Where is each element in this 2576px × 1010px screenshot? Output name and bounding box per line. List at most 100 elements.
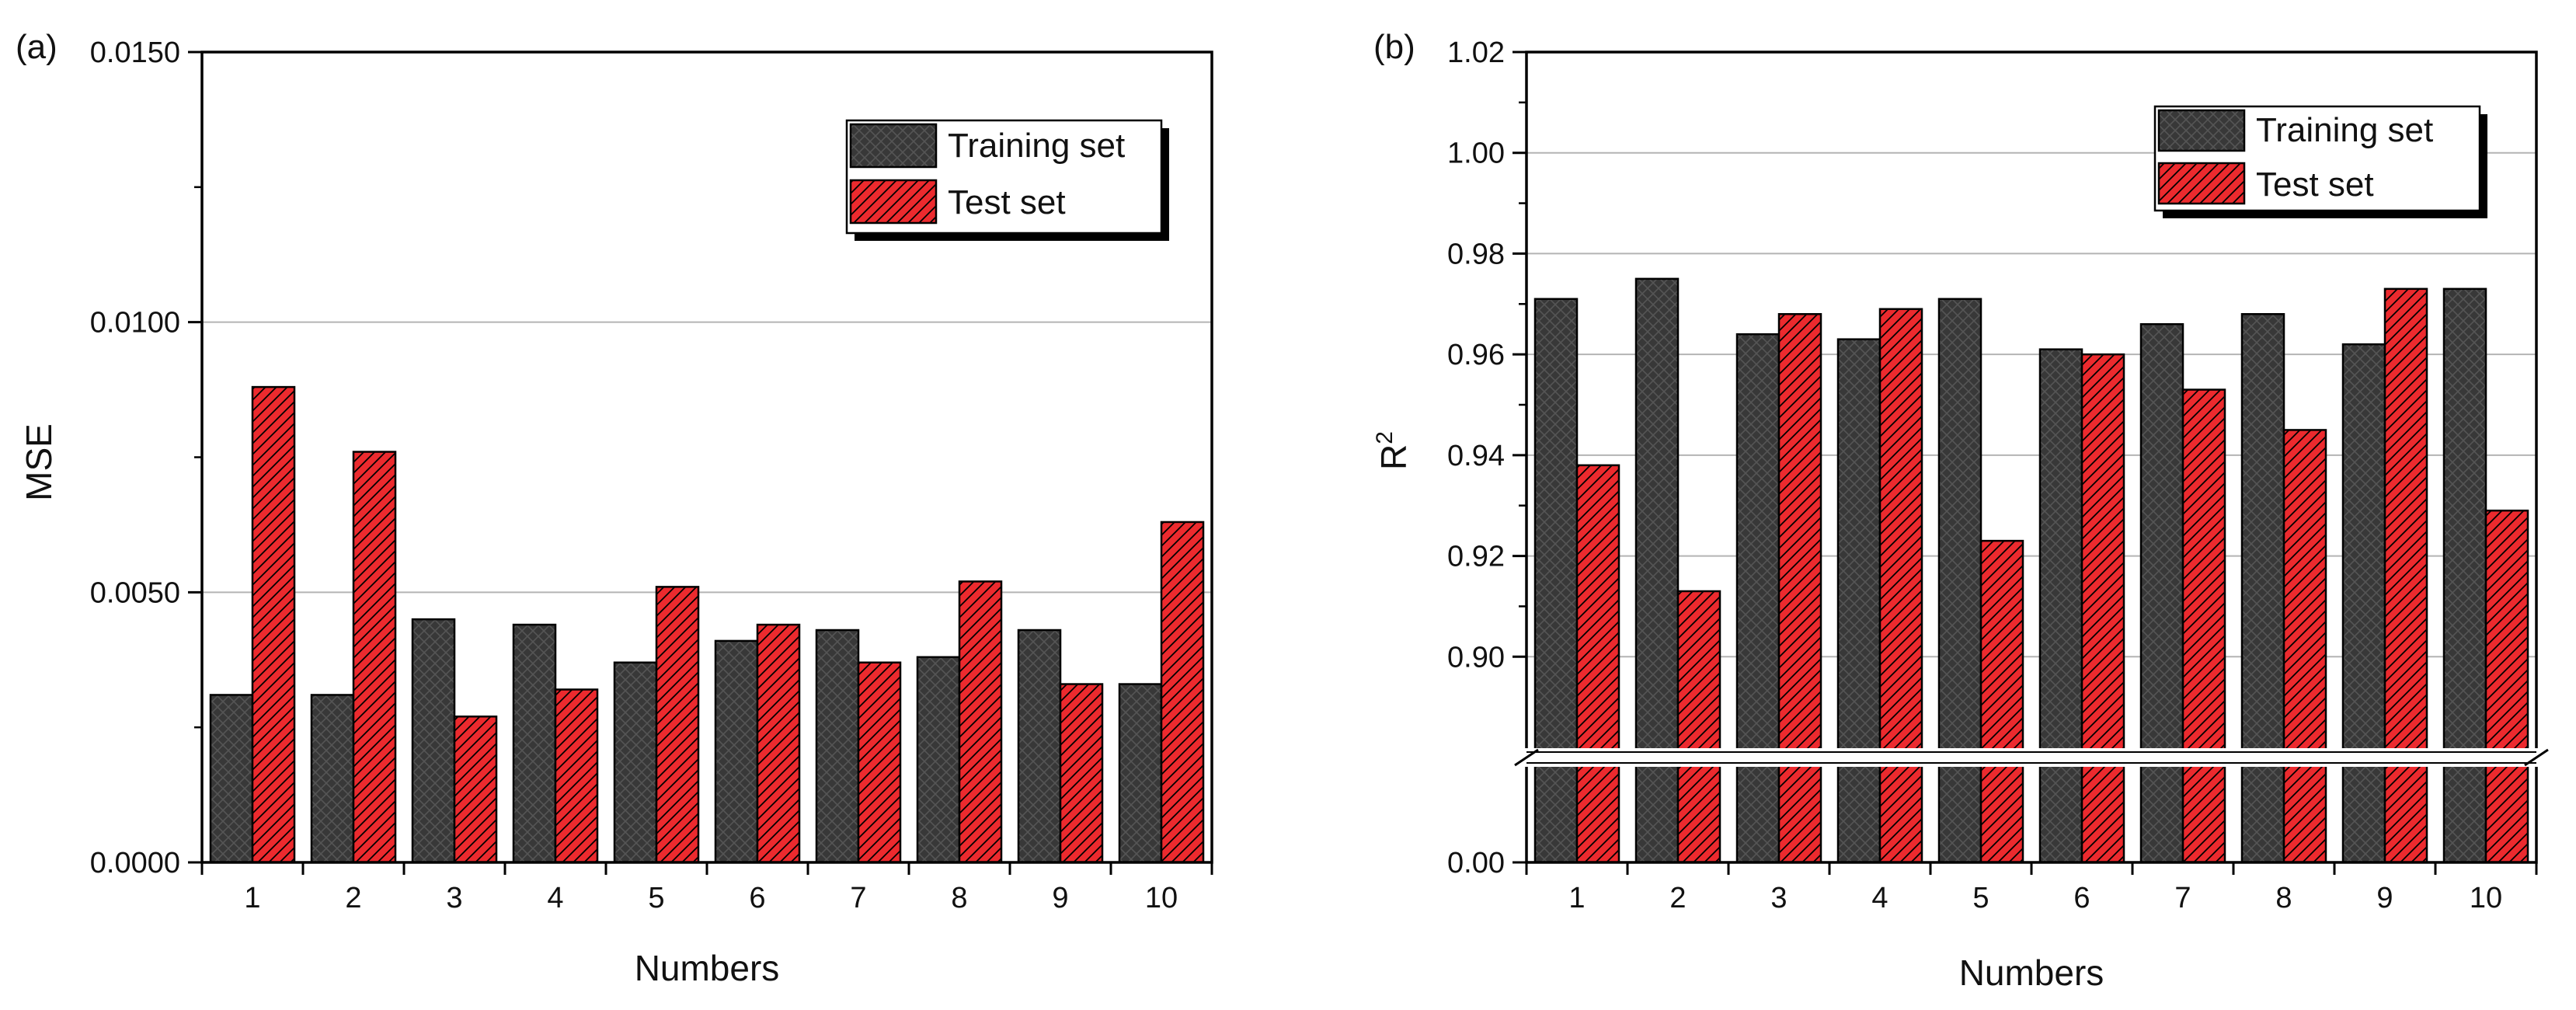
panel-a-y-label: MSE bbox=[19, 423, 59, 501]
panel-a-legend-swatch-test bbox=[849, 179, 938, 225]
panel-a-bars bbox=[209, 385, 1205, 864]
panel-b-y-tick-label: 0.98 bbox=[1447, 238, 1505, 270]
panel-a-x-tick-label: 2 bbox=[345, 882, 361, 914]
panel-b-axis-break-mark-right bbox=[2524, 748, 2549, 767]
panel-b-r2-chart: (b) 0.00 0.90 0.92 0.94 0.96 0.98 1.00 1.02 1 2 3… bbox=[1372, 28, 2550, 993]
panel-b-bar-training-4 bbox=[1836, 338, 1882, 864]
panel-a-x-tick-label: 1 bbox=[244, 882, 260, 914]
panel-b-y-tick-label: 1.00 bbox=[1447, 138, 1505, 170]
panel-a-bar-training-8 bbox=[916, 656, 961, 864]
panel-b-bar-training-3 bbox=[1735, 333, 1781, 864]
panel-b-bar-test-7 bbox=[2181, 388, 2226, 864]
panel-a-legend-swatch-training bbox=[849, 123, 938, 169]
panel-a-y-axis: 0.0000 0.0050 0.0100 0.0150 bbox=[90, 37, 202, 879]
panel-b-bar-test-10 bbox=[2484, 509, 2529, 864]
panel-a-bar-training-3 bbox=[411, 618, 456, 864]
panel-b-x-tick-label: 6 bbox=[2073, 882, 2090, 914]
panel-b-x-label: Numbers bbox=[1959, 953, 2104, 993]
panel-b-y-tick-label: 0.90 bbox=[1447, 641, 1505, 674]
panel-b-x-axis: 1 2 3 4 5 6 7 8 9 10 bbox=[1525, 862, 2538, 914]
panel-a-x-tick-label: 10 bbox=[1145, 882, 1178, 914]
panel-b-bar-test-6 bbox=[2080, 353, 2125, 864]
panel-b-y-axis: 0.00 0.90 0.92 0.94 0.96 0.98 1.00 1.02 bbox=[1447, 37, 1526, 879]
panel-a-bar-training-10 bbox=[1118, 683, 1163, 864]
panel-b-axis-break-mark-left bbox=[1514, 748, 1539, 767]
panel-a-bar-training-2 bbox=[310, 694, 355, 864]
panel-a-bar-test-10 bbox=[1160, 521, 1205, 864]
panel-a-x-tick-label: 7 bbox=[850, 882, 866, 914]
panel-b-y-tick-label: 0.94 bbox=[1447, 440, 1505, 472]
panel-b-bar-test-2 bbox=[1676, 590, 1721, 864]
panel-b-x-tick-label: 10 bbox=[2470, 882, 2502, 914]
panel-b-legend-swatch-test bbox=[2157, 162, 2246, 205]
panel-b-label: (b) bbox=[1373, 28, 1415, 66]
panel-a-legend: Training set Test set bbox=[845, 119, 1169, 241]
panel-b-y-tick-label: 0.96 bbox=[1447, 339, 1505, 371]
panel-a-bar-training-4 bbox=[512, 623, 557, 864]
panel-a-bar-test-7 bbox=[857, 661, 902, 864]
panel-a-x-label: Numbers bbox=[635, 948, 780, 988]
panel-a-bar-test-8 bbox=[958, 580, 1003, 864]
panel-b-bar-test-1 bbox=[1575, 464, 1620, 864]
panel-a-bar-test-1 bbox=[251, 385, 296, 864]
panel-a-x-tick-label: 5 bbox=[648, 882, 664, 914]
panel-b-x-tick-label: 5 bbox=[1972, 882, 1989, 914]
panel-a-bar-training-1 bbox=[209, 694, 254, 864]
panel-b-y-label-superscript: 2 bbox=[1372, 431, 1398, 444]
panel-a-x-tick-label: 3 bbox=[446, 882, 462, 914]
panel-a-x-tick-label: 4 bbox=[547, 882, 563, 914]
panel-b-bar-test-9 bbox=[2383, 287, 2428, 864]
panel-b-bar-test-8 bbox=[2282, 429, 2327, 864]
panel-b-x-tick-label: 1 bbox=[1568, 882, 1585, 914]
panel-a-label: (a) bbox=[16, 28, 57, 66]
panel-a-y-tick-label: 0.0150 bbox=[90, 37, 180, 69]
panel-b-x-tick-label: 8 bbox=[2275, 882, 2292, 914]
panel-a-x-tick-label: 6 bbox=[749, 882, 765, 914]
panel-b-axis-break-band bbox=[1513, 748, 2550, 767]
panel-a-legend-label-training: Training set bbox=[948, 127, 1125, 165]
panel-b-x-tick-label: 9 bbox=[2376, 882, 2393, 914]
panel-b-y-tick-label: 1.02 bbox=[1447, 37, 1505, 69]
panel-a-y-tick-label: 0.0000 bbox=[90, 847, 180, 879]
panel-b-legend: Training set Test set bbox=[2153, 105, 2487, 218]
panel-a-bar-training-6 bbox=[714, 639, 759, 864]
panel-a-bar-test-4 bbox=[554, 688, 599, 864]
panel-a-bar-test-3 bbox=[453, 716, 498, 864]
panel-a-bar-test-2 bbox=[352, 451, 397, 864]
panel-b-bar-training-6 bbox=[2038, 348, 2083, 864]
panel-b-bar-test-5 bbox=[1979, 539, 2024, 864]
panel-b-x-tick-label: 7 bbox=[2174, 882, 2191, 914]
panel-a-y-tick-label: 0.0050 bbox=[90, 576, 180, 609]
panel-a-bar-test-6 bbox=[756, 623, 801, 864]
panel-b-bars bbox=[1533, 277, 2529, 864]
panel-b-x-tick-label: 3 bbox=[1770, 882, 1787, 914]
panel-a-bar-training-9 bbox=[1017, 629, 1062, 864]
panel-b-y-tick-label: 0.00 bbox=[1447, 847, 1505, 879]
panel-a-x-tick-label: 8 bbox=[951, 882, 967, 914]
panel-b-bar-training-8 bbox=[2240, 313, 2285, 864]
panel-b-bar-training-10 bbox=[2442, 287, 2487, 864]
panel-a-legend-label-test: Test set bbox=[948, 183, 1066, 221]
panel-a-bar-training-7 bbox=[815, 629, 860, 864]
panel-b-bar-training-2 bbox=[1634, 277, 1680, 864]
panel-a-bar-test-5 bbox=[655, 586, 700, 864]
panel-b-x-tick-label: 2 bbox=[1669, 882, 1686, 914]
panel-b-bar-test-4 bbox=[1878, 308, 1923, 864]
panel-b-bar-training-9 bbox=[2341, 343, 2386, 864]
panel-b-legend-label-test: Test set bbox=[2256, 165, 2374, 204]
panel-a-x-tick-label: 9 bbox=[1052, 882, 1068, 914]
panel-b-bar-training-5 bbox=[1937, 298, 1982, 864]
panel-b-legend-label-training: Training set bbox=[2256, 111, 2433, 149]
panel-b-legend-swatch-training bbox=[2157, 109, 2246, 152]
panel-b-y-tick-label: 0.92 bbox=[1447, 541, 1505, 573]
panel-b-y-label-base: R bbox=[1373, 444, 1414, 470]
panel-a-bar-test-9 bbox=[1059, 683, 1104, 864]
panel-b-bar-training-1 bbox=[1533, 298, 1579, 864]
panel-b-x-tick-label: 4 bbox=[1871, 882, 1888, 914]
panel-b-y-label: R2 bbox=[1372, 431, 1414, 470]
panel-a-x-axis: 1 2 3 4 5 6 7 8 9 10 bbox=[200, 862, 1213, 914]
panel-a-mse-chart: (a) 0.0000 0.0050 0.0100 0.0150 1 2 3 4 5 6 7 8 9 10… bbox=[16, 28, 1213, 988]
panel-a-bar-training-5 bbox=[613, 661, 658, 864]
panel-b-bar-test-3 bbox=[1777, 313, 1822, 864]
